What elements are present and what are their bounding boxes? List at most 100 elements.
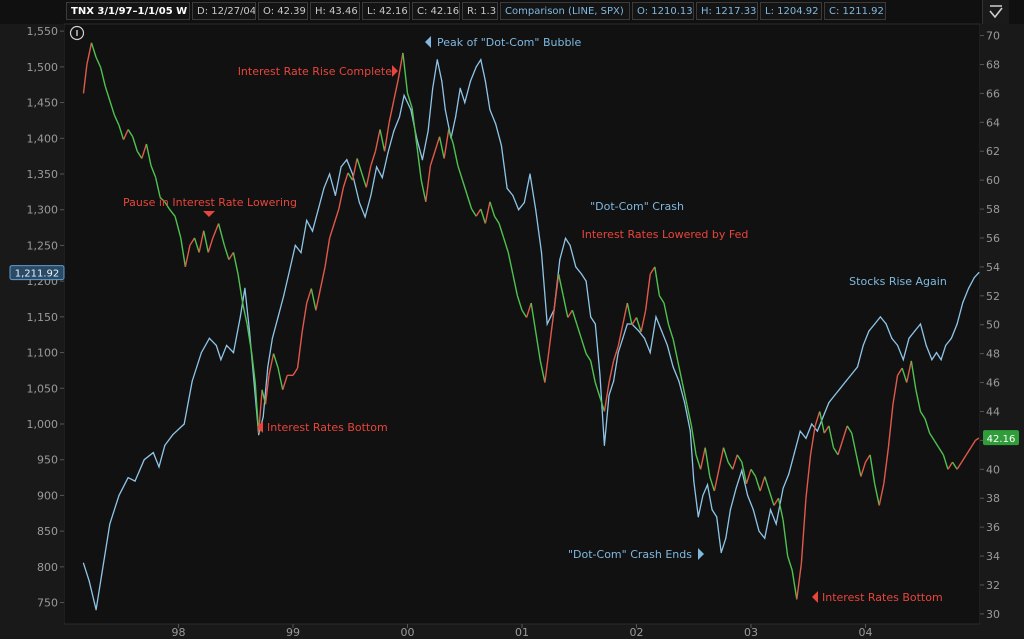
spx-point [902, 359, 904, 361]
right-axis-tick-label: 54 [986, 261, 1000, 274]
tnx-segment [475, 208, 482, 217]
left-axis-tick-label: 1,100 [27, 347, 59, 360]
spx-point [469, 80, 472, 82]
tnx-segment [319, 266, 326, 289]
spx-point [475, 66, 477, 68]
spx-point [370, 194, 372, 197]
right-axis-tick-label: 52 [986, 290, 1000, 303]
down-arrow-icon [203, 211, 215, 217]
x-axis-tick-label: 04 [859, 626, 873, 639]
spx-point [410, 109, 412, 111]
chart-settings-button[interactable] [982, 0, 1009, 24]
spx-point [220, 359, 222, 361]
spx-point [340, 166, 342, 168]
spx-point [512, 194, 514, 197]
tnx-segment [764, 476, 770, 492]
tnx-segment [809, 425, 816, 455]
tnx-segment [180, 237, 187, 268]
info-icon[interactable] [69, 25, 85, 41]
tnx-segment [461, 179, 468, 195]
spx-point [661, 330, 663, 332]
tnx-segment [466, 194, 473, 210]
symbol-range-label[interactable]: TNX 3/1/97–1/1/05 W [66, 2, 190, 20]
spx-point [752, 509, 754, 511]
tnx-segment [956, 461, 963, 470]
spx-point [693, 480, 695, 482]
spx-point [896, 344, 899, 347]
annotation: Interest Rate Rise Complete [238, 65, 398, 78]
spx-point [862, 344, 864, 347]
tnx-segment [594, 382, 601, 398]
tnx-segment [223, 244, 230, 260]
tnx-segment [585, 353, 592, 362]
tnx-segment [457, 165, 464, 181]
tnx-segment [452, 143, 459, 166]
tnx-segment [846, 425, 853, 434]
right-axis-tick-label: 66 [986, 87, 1000, 100]
tnx-segment [933, 440, 940, 448]
tnx-segment [212, 223, 220, 239]
tnx-segment [109, 100, 116, 116]
tnx-segment [277, 367, 284, 390]
spx-point [300, 251, 302, 254]
spx-point [172, 434, 174, 436]
tnx-last-value: 42.16 [987, 434, 1016, 445]
tnx-segment [681, 382, 688, 405]
annotation-label: Interest Rates Bottom [267, 421, 388, 434]
tnx-segment [814, 411, 821, 427]
tnx-segment [379, 129, 386, 152]
spx-point [746, 494, 749, 497]
tnx-segment [901, 367, 908, 383]
right-axis-tick-label: 44 [986, 405, 1000, 418]
left-axis-tick-label: 1,300 [27, 204, 59, 217]
tnx-segment [603, 382, 610, 412]
spx-point [393, 130, 395, 132]
spx-point [200, 351, 202, 354]
tnx-segment [667, 324, 674, 340]
left-axis-tick-label: 1,000 [27, 418, 59, 431]
tnx-segment [869, 454, 876, 484]
spx-point [267, 366, 269, 368]
left-axis-tick-label: 850 [37, 525, 58, 538]
open-readout: O: 42.39 [258, 2, 308, 20]
right-axis-tick-label: 56 [986, 232, 1000, 245]
spx-point [152, 451, 154, 454]
right-axis-tick-label: 50 [986, 319, 1000, 332]
spx-point [833, 394, 836, 397]
right-axis-tick-label: 64 [986, 116, 1000, 129]
comparison-label[interactable]: Comparison (LINE, SPX) [500, 2, 630, 20]
tnx-segment [791, 570, 798, 600]
spx-point [891, 337, 893, 339]
tnx-segment [272, 353, 279, 369]
spx-point [617, 351, 619, 354]
tnx-segment [906, 360, 912, 383]
tnx-segment [878, 483, 885, 506]
tnx-segment [883, 447, 890, 484]
tnx-segment [828, 425, 835, 448]
spx-point [626, 323, 628, 325]
tnx-segment [672, 339, 679, 362]
spx-point [569, 244, 571, 247]
tnx-segment [562, 295, 569, 318]
annotation: Peak of "Dot-Com" Bubble [425, 36, 581, 49]
tnx-segment [246, 324, 253, 354]
spx-point [914, 330, 916, 332]
tnx-segment [786, 555, 793, 571]
spx-point [828, 401, 830, 404]
comparison-high-readout: H: 1217.33 [696, 2, 758, 20]
spx-point [381, 176, 383, 179]
tnx-segment [254, 382, 260, 434]
spx-point [158, 466, 160, 468]
left-axis-tick-label: 1,550 [27, 25, 59, 38]
spx-point [649, 351, 651, 354]
tnx-segment [929, 432, 935, 441]
tnx-segment [580, 338, 587, 354]
spx-point [945, 344, 947, 347]
tnx-segment [548, 310, 555, 347]
tnx-segment [924, 418, 931, 434]
spx-point [962, 301, 964, 304]
annotation-label: Interest Rate Rise Complete [238, 65, 393, 78]
tnx-segment [95, 56, 102, 68]
spx-point [874, 323, 876, 325]
